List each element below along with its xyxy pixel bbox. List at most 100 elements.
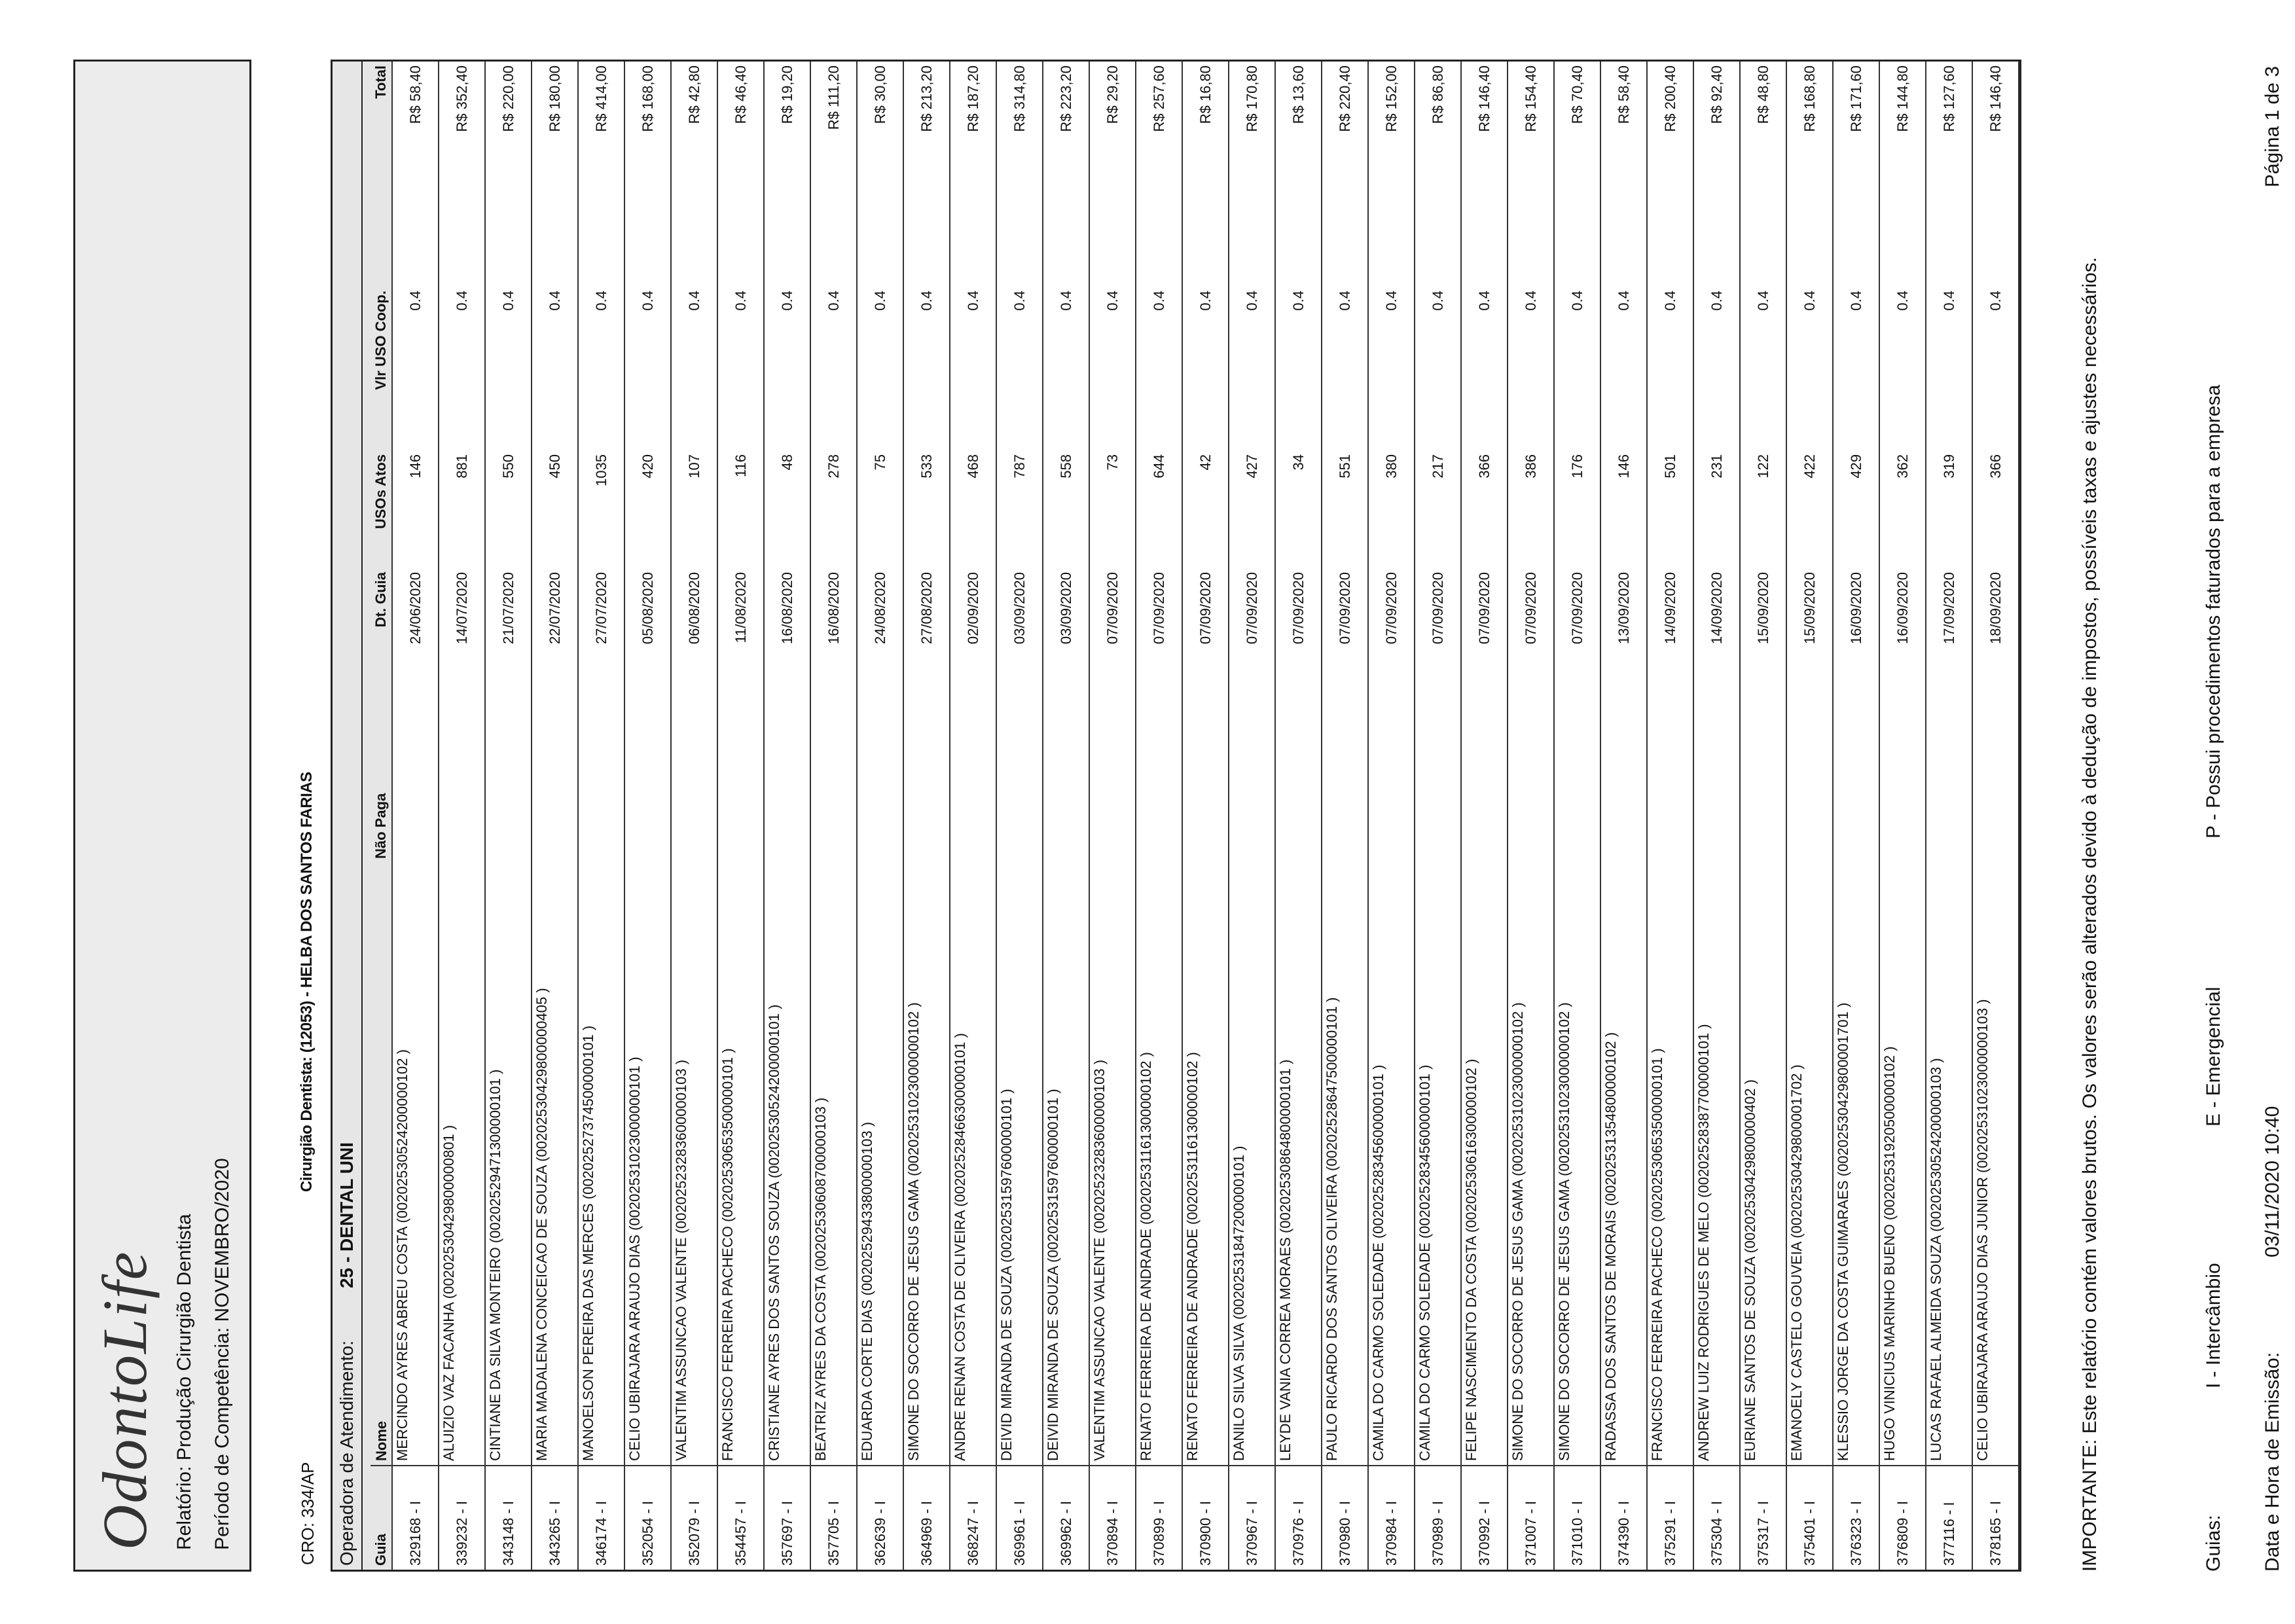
cell-total: R$ 152,00 (1382, 65, 1400, 132)
cell-dt-guia: 16/09/2020 (1847, 572, 1864, 645)
cell-nome: LEYDE VANIA CORREA MORAES (0020253086480… (1277, 1059, 1293, 1462)
table-row: 343265 - I MARIA MADALENA CONCEICAO DE SO… (532, 62, 579, 1570)
cell-total: R$ 213,20 (918, 65, 935, 132)
cell-guia: 370980 - I (1322, 1465, 1367, 1570)
cell-nome: CAMILA DO CARMO SOLEDADE (00202528345600… (1417, 1064, 1433, 1461)
cell-vlr-uso: 0.4 (1243, 291, 1260, 311)
cell-nao-paga (858, 745, 903, 863)
cell-total: R$ 154,40 (1522, 65, 1539, 132)
cell-usos-atos: 386 (1522, 454, 1539, 478)
cell-guia: 357705 - I (811, 1465, 856, 1570)
cell-total: R$ 220,00 (499, 65, 516, 132)
table-row: 375317 - I EURIANE SANTOS DE SOUZA (00202… (1741, 62, 1787, 1570)
cell-total: R$ 171,60 (1847, 65, 1864, 132)
table-row: 376323 - I KLESSIO JORGE DA COSTA GUIMARA… (1834, 62, 1880, 1570)
cell-nao-paga (1880, 745, 1925, 863)
legend-item: I - Intercâmbio (2203, 1263, 2224, 1388)
cell-nao-paga (1555, 745, 1600, 863)
cell-total: R$ 414,00 (592, 65, 609, 132)
cell-total: R$ 70,40 (1568, 65, 1585, 124)
table-row: 364969 - I SIMONE DO SOCORRO DE JESUS GAM… (904, 62, 950, 1570)
legend-item: P - Possui procedimentos faturados para … (2203, 384, 2224, 839)
cell-vlr-uso: 0.4 (685, 291, 702, 311)
cell-vlr-uso: 0.4 (1987, 291, 2004, 311)
cell-guia: 343148 - I (486, 1465, 531, 1570)
cell-usos-atos: 551 (1336, 454, 1353, 478)
report-title: Relatório: Produção Cirurgião Dentista (173, 1214, 195, 1550)
cell-guia: 354457 - I (718, 1465, 763, 1570)
table-row: 370984 - I CAMILA DO CARMO SOLEDADE (0020… (1369, 62, 1415, 1570)
cell-nome: ANDREW LUIZ RODRIGUES DE MELO (002025283… (1695, 1024, 1712, 1461)
cell-vlr-uso: 0.4 (918, 291, 935, 311)
cell-dt-guia: 24/08/2020 (871, 572, 888, 645)
column-header: Guia Nome Não Paga Dt. Guia USOs Atos Vl… (363, 62, 393, 1570)
cell-vlr-uso: 0.4 (1568, 291, 1585, 311)
cell-nome: CRISTIANE AYRES DOS SANTOS SOUZA (002025… (766, 1004, 782, 1461)
cell-vlr-uso: 0.4 (1057, 291, 1074, 311)
cell-dt-guia: 16/08/2020 (825, 572, 842, 645)
cell-total: R$ 314,80 (1011, 65, 1028, 132)
cell-dt-guia: 17/09/2020 (1940, 572, 1957, 645)
cell-nao-paga (1415, 745, 1460, 863)
cell-vlr-uso: 0.4 (1894, 291, 1911, 311)
cell-dt-guia: 05/08/2020 (639, 572, 656, 645)
col-guia: Guia (370, 1465, 391, 1570)
cell-vlr-uso: 0.4 (964, 291, 981, 311)
col-nome: Nome (373, 1420, 389, 1461)
table-row: 375304 - I ANDREW LUIZ RODRIGUES DE MELO … (1694, 62, 1741, 1570)
table-row: 370980 - I PAULO RICARDO DOS SANTOS OLIVE… (1322, 62, 1369, 1570)
cell-total: R$ 187,20 (964, 65, 981, 132)
cell-dt-guia: 21/07/2020 (499, 572, 516, 645)
cell-nao-paga (1043, 745, 1089, 863)
cell-total: R$ 220,40 (1336, 65, 1353, 132)
cell-nao-paga (439, 745, 484, 863)
cell-nao-paga (672, 745, 717, 863)
cell-guia: 375291 - I (1648, 1465, 1693, 1570)
cell-nome: ANDRE RENAN COSTA DE OLIVEIRA (002025284… (952, 1033, 968, 1461)
table-row: 370967 - I DANILO SILVA SILVA (0020253184… (1229, 62, 1276, 1570)
cell-nome: VALENTIM ASSUNCAO VALENTE (0020252328360… (1091, 1059, 1108, 1461)
cell-guia: 370967 - I (1229, 1465, 1274, 1570)
cell-nome: LUCAS RAFAEL ALMEIDA SOUZA (002025305242… (1928, 1058, 1944, 1461)
table-row: 368247 - I ANDRE RENAN COSTA DE OLIVEIRA … (950, 62, 997, 1570)
cell-dt-guia: 14/07/2020 (453, 572, 470, 645)
cell-usos-atos: 533 (918, 454, 935, 478)
cell-guia: 343265 - I (532, 1465, 577, 1570)
cell-dt-guia: 16/08/2020 (778, 572, 795, 645)
cell-vlr-uso: 0.4 (1661, 291, 1678, 311)
cell-usos-atos: 550 (499, 454, 516, 478)
cell-usos-atos: 34 (1290, 454, 1307, 471)
cro: CRO: 334/AP (298, 1462, 317, 1565)
cell-guia: 369962 - I (1043, 1465, 1089, 1570)
cell-vlr-uso: 0.4 (825, 291, 842, 311)
cell-nome: MANOELSON PEREIRA DAS MERCES (0020252737… (580, 1025, 596, 1461)
cell-vlr-uso: 0.4 (407, 291, 424, 311)
cell-dt-guia: 07/09/2020 (1475, 572, 1492, 645)
table-row: 371007 - I SIMONE DO SOCORRO DE JESUS GAM… (1508, 62, 1555, 1570)
cell-nao-paga (1741, 745, 1786, 863)
cell-usos-atos: 422 (1801, 454, 1818, 478)
cell-vlr-uso: 0.4 (1615, 291, 1632, 311)
table-row: 357705 - I BEATRIZ AYRES DA COSTA (002025… (811, 62, 858, 1570)
cell-guia: 377116 - I (1926, 1465, 1972, 1570)
cell-vlr-uso: 0.4 (1290, 291, 1307, 311)
cell-total: R$ 42,80 (685, 65, 702, 124)
table-row: 352079 - I VALENTIM ASSUNCAO VALENTE (002… (672, 62, 718, 1570)
table-row: 370989 - I CAMILA DO CARMO SOLEDADE (0020… (1415, 62, 1462, 1570)
period: Período de Competência: NOVEMBRO/2020 (211, 1158, 233, 1550)
cell-usos-atos: 75 (871, 454, 888, 471)
cell-vlr-uso: 0.4 (453, 291, 470, 311)
cell-nao-paga (1787, 745, 1832, 863)
cell-nao-paga (1369, 745, 1414, 863)
cell-dt-guia: 11/08/2020 (732, 572, 749, 643)
cell-dt-guia: 13/09/2020 (1615, 572, 1632, 645)
logo: OdontoLife (90, 1250, 160, 1550)
table-row: 370992 - I FELIPE NASCIMENTO DA COSTA (00… (1462, 62, 1508, 1570)
cell-usos-atos: 420 (639, 454, 656, 478)
cell-total: R$ 127,60 (1940, 65, 1957, 132)
col-vlr-uso: Vlr USO Coop. (372, 291, 389, 390)
table-row: 339232 - I ALUIZIO VAZ FACANHA (002025304… (439, 62, 486, 1570)
table-row: 343148 - I CINTIANE DA SILVA MONTEIRO (00… (486, 62, 532, 1570)
cell-usos-atos: 319 (1940, 454, 1957, 478)
cell-guia: 370900 - I (1183, 1465, 1228, 1570)
